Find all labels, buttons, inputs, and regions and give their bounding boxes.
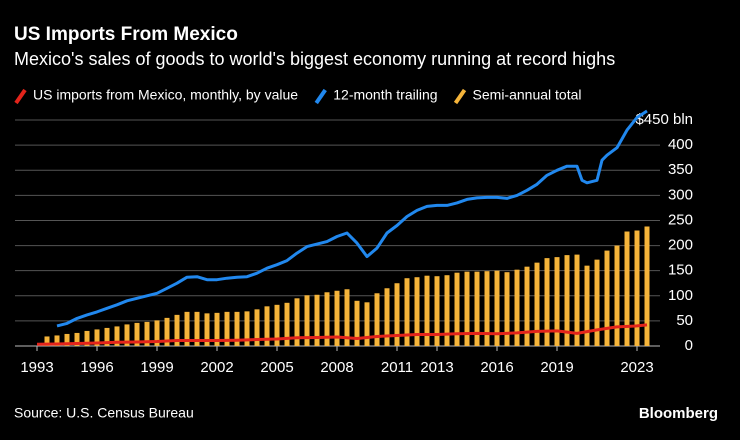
bar <box>434 276 440 346</box>
bar <box>464 271 470 346</box>
bar <box>284 302 290 346</box>
bar <box>614 245 620 346</box>
bar <box>394 283 400 346</box>
y-tick-label: 250 <box>668 211 693 228</box>
bar <box>44 336 50 346</box>
x-tick-label: 2019 <box>540 359 573 376</box>
y-tick-label: $450 bln <box>635 111 693 128</box>
x-tick-label: 2002 <box>200 359 233 376</box>
bar <box>444 275 450 346</box>
bar <box>554 257 560 346</box>
bar <box>214 312 220 346</box>
bar <box>304 295 310 346</box>
bar <box>294 298 300 346</box>
bar <box>514 269 520 346</box>
legend-swatch <box>314 88 327 105</box>
bar <box>594 259 600 346</box>
bar <box>174 314 180 346</box>
bar <box>354 300 360 346</box>
legend-label: Semi-annual total <box>473 87 582 103</box>
bar <box>234 311 240 346</box>
x-tick-label: 2016 <box>480 359 513 376</box>
bar <box>224 311 230 346</box>
bar <box>504 272 510 346</box>
legend-swatch <box>453 88 467 105</box>
bar <box>344 289 350 346</box>
bar <box>184 311 190 346</box>
x-tick-label: 2023 <box>620 359 653 376</box>
bar <box>534 262 540 346</box>
x-tick-label: 2005 <box>260 359 293 376</box>
bar <box>384 288 390 346</box>
bar <box>314 294 320 346</box>
bar <box>164 317 170 346</box>
bar <box>84 330 90 346</box>
y-tick-label: 200 <box>668 237 693 254</box>
bar <box>414 277 420 346</box>
bar <box>604 250 610 346</box>
bar <box>484 271 490 346</box>
bar <box>64 333 70 346</box>
legend-label: US imports from Mexico, monthly, by valu… <box>33 87 298 103</box>
x-tick-label: 2008 <box>320 359 353 376</box>
x-tick-label: 1993 <box>20 359 53 376</box>
bar <box>134 322 140 346</box>
source: Source: U.S. Census Bureau <box>14 405 194 421</box>
bar <box>324 292 330 346</box>
y-tick-label: 300 <box>668 186 693 203</box>
bar <box>524 266 530 346</box>
bar <box>644 226 650 346</box>
bar <box>364 302 370 346</box>
y-tick-label: 100 <box>668 287 693 304</box>
bar <box>94 329 100 346</box>
y-tick-label: 150 <box>668 262 693 279</box>
y-tick-label: 50 <box>676 312 693 329</box>
x-tick-label: 2011 <box>381 359 413 376</box>
x-tick-label: 1996 <box>80 359 113 376</box>
bar <box>74 332 80 346</box>
bar <box>584 265 590 346</box>
bar <box>374 293 380 346</box>
bar <box>274 304 280 346</box>
y-tick-label: 0 <box>685 337 693 354</box>
bar <box>474 271 480 346</box>
bar <box>194 311 200 346</box>
bar <box>634 230 640 346</box>
brand: Bloomberg <box>639 405 718 422</box>
chart-title: US Imports From Mexico <box>14 24 238 45</box>
bar <box>424 275 430 346</box>
bar <box>54 335 60 346</box>
line <box>56 109 648 328</box>
bar <box>544 258 550 346</box>
x-tick-label: 2013 <box>420 359 453 376</box>
bar <box>494 270 500 346</box>
bar <box>114 326 120 346</box>
bar <box>124 324 130 346</box>
bar <box>204 313 210 346</box>
bar <box>624 231 630 346</box>
y-tick-label: 350 <box>668 161 693 178</box>
bar <box>404 278 410 346</box>
bar <box>264 306 270 346</box>
bar <box>574 254 580 346</box>
bar <box>244 311 250 346</box>
legend-swatch <box>14 88 27 105</box>
chart-subtitle: Mexico's sales of goods to world's bigge… <box>14 49 615 69</box>
bar <box>454 272 460 346</box>
bar <box>254 309 260 346</box>
bar <box>334 290 340 346</box>
bar <box>104 327 110 346</box>
legend-label: 12-month trailing <box>333 87 437 103</box>
line <box>36 323 648 346</box>
bar <box>564 255 570 346</box>
bar <box>154 320 160 346</box>
x-tick-label: 1999 <box>140 359 173 376</box>
bar <box>144 321 150 346</box>
y-tick-label: 400 <box>668 136 693 153</box>
